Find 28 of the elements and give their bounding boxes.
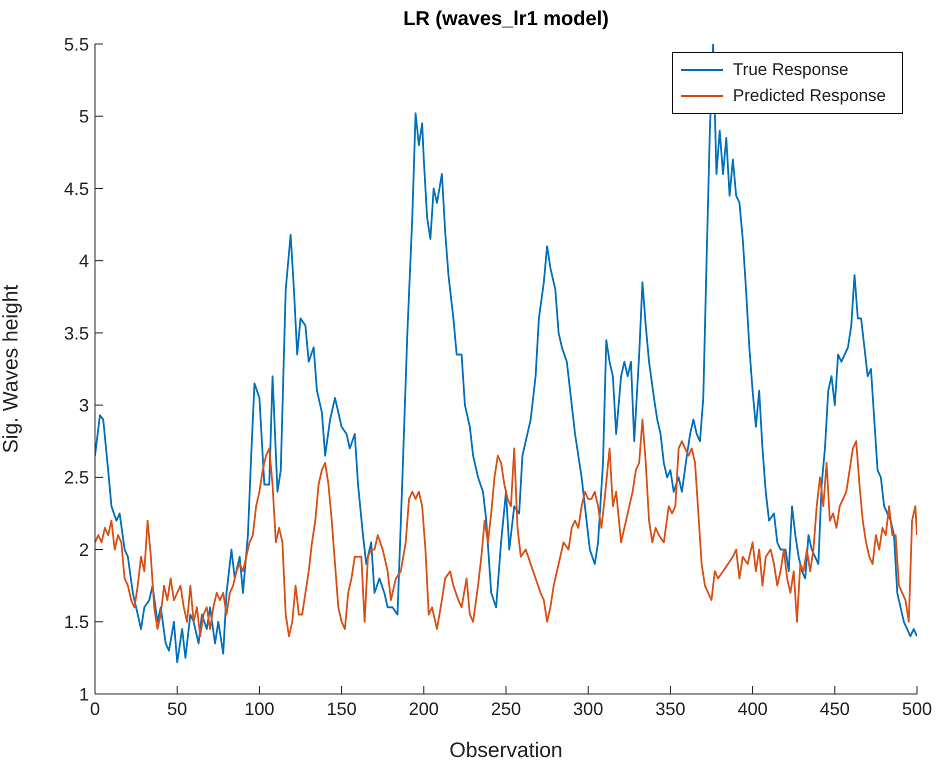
y-tick-label: 5.5 [64, 34, 89, 54]
x-tick-label: 500 [902, 698, 932, 719]
legend-label: True Response [732, 60, 849, 80]
y-tick-label: 1 [78, 684, 89, 704]
y-tick-label: 2.5 [64, 468, 89, 488]
y-tick-label: 1.5 [64, 612, 89, 632]
y-tick-label: 4 [78, 251, 89, 272]
line-series [95, 418, 917, 638]
x-tick-label: 400 [738, 698, 768, 719]
x-tick-label: 200 [408, 698, 439, 719]
y-tick-label: 3.5 [64, 323, 89, 344]
x-tick-label: 250 [490, 698, 522, 719]
line-series [95, 44, 917, 664]
chart-title: LR (waves_lr1 model) [402, 8, 610, 31]
y-tick-label: 4.5 [64, 178, 89, 199]
y-axis-title: Sig. Waves height [0, 284, 22, 454]
x-tick-label: 350 [655, 698, 686, 719]
x-tick-label: 50 [167, 698, 188, 719]
x-tick-label: 450 [820, 698, 850, 719]
y-tick-label: 5 [78, 106, 89, 127]
x-tick-label: 150 [326, 698, 357, 719]
y-tick-label: 2 [78, 540, 89, 560]
x-tick-label: 300 [573, 698, 604, 719]
y-tick-label: 3 [78, 396, 89, 416]
legend-label: Predicted Response [732, 86, 886, 106]
x-tick-label: 0 [90, 698, 100, 719]
x-tick-label: 100 [244, 698, 274, 719]
x-axis-title: Observation [449, 739, 563, 762]
